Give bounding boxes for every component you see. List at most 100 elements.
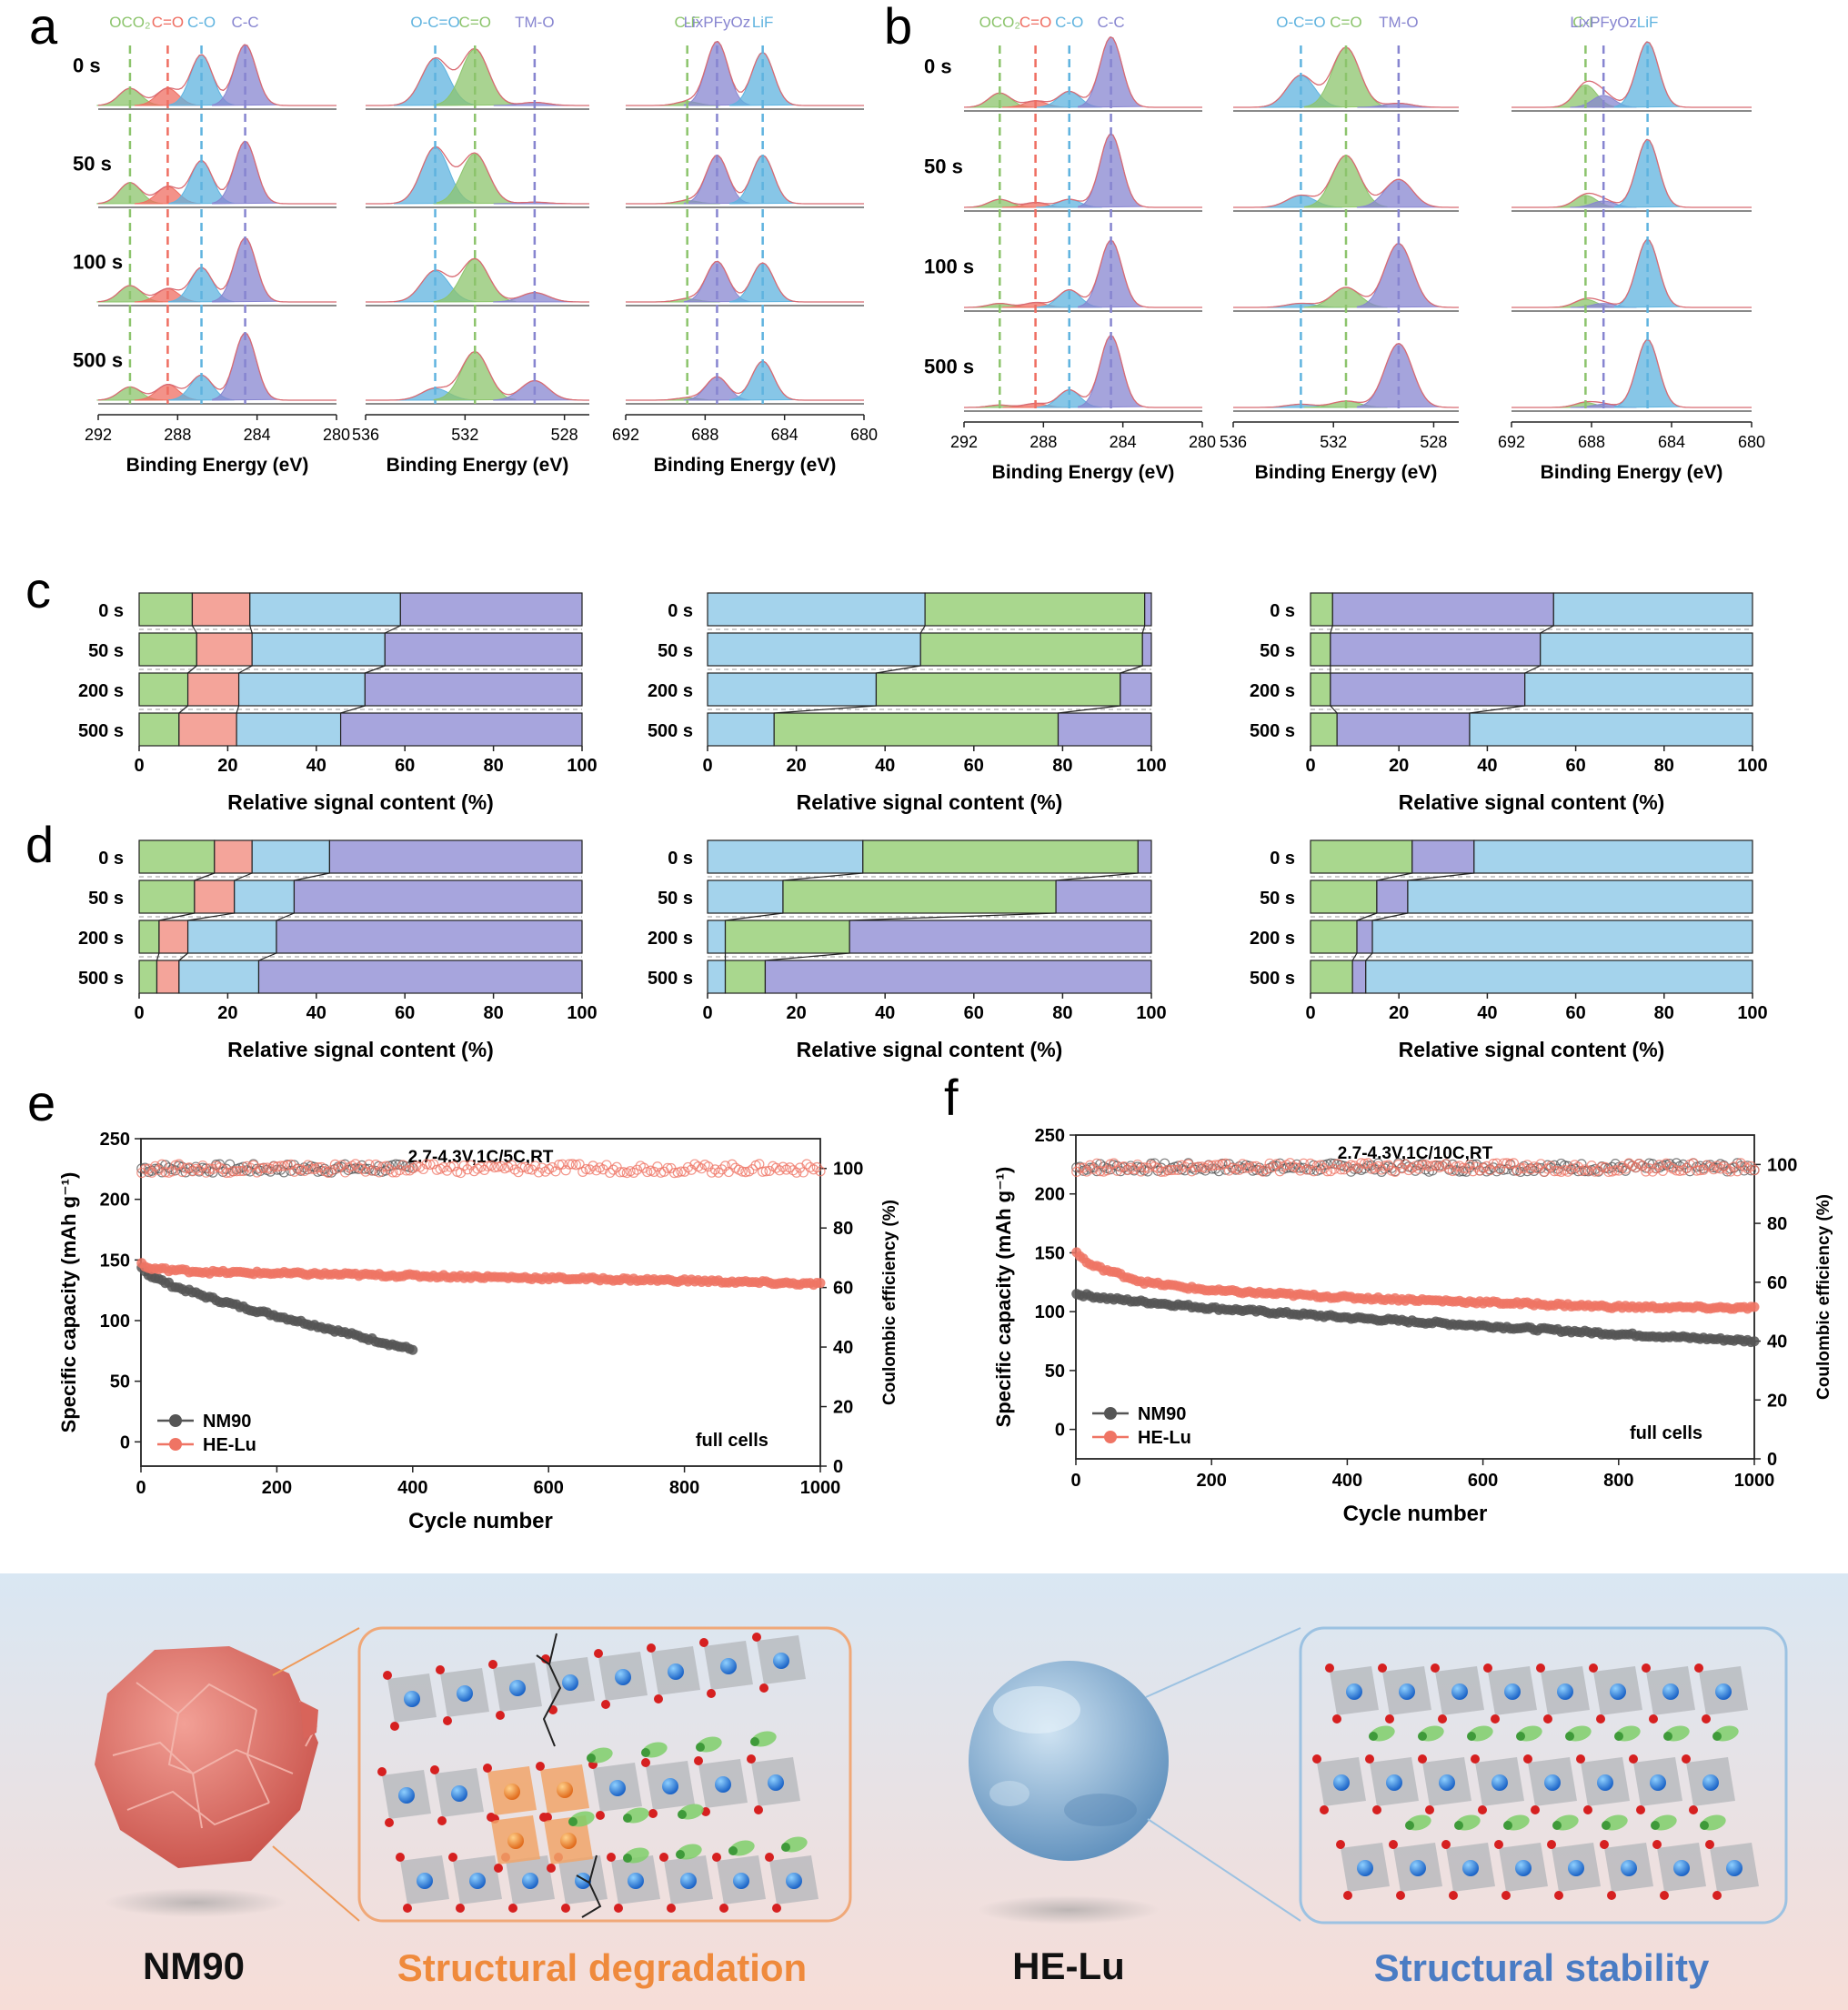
tm-layer-top (383, 1633, 806, 1731)
ce-point (421, 1159, 432, 1170)
bar-connector (1330, 625, 1333, 634)
oxygen-atom (641, 1758, 650, 1767)
bar-segment (364, 672, 583, 707)
lithium-ion-core (678, 1810, 687, 1819)
ce-point (740, 1167, 751, 1178)
ce-point (1457, 1162, 1469, 1173)
ce-point (326, 1165, 337, 1176)
bar-category-label: 0 s (1270, 601, 1295, 621)
oxygen-atom (647, 1643, 656, 1653)
ce-point (397, 1160, 408, 1171)
ce-point (1119, 1161, 1130, 1172)
oxygen-atom (596, 1811, 605, 1820)
bar-connector (178, 952, 188, 961)
spectrum-envelope (366, 350, 589, 401)
transition-metal-ion (1726, 1860, 1743, 1876)
transition-metal-ion (768, 1774, 784, 1791)
legend-marker-he-lu (1104, 1431, 1117, 1443)
ce-point (1372, 1161, 1383, 1171)
ce-point (706, 1167, 718, 1178)
bar-connector (187, 665, 197, 674)
x-tick-label: 60 (1565, 756, 1585, 776)
y-tick-label: 250 (100, 1130, 130, 1150)
x-tick-label: 0 (1305, 1003, 1315, 1023)
spectrum-envelope (964, 335, 1202, 408)
oxygen-atom (494, 1864, 503, 1873)
y-tick-label: 50 (110, 1372, 130, 1392)
ce-point (564, 1159, 575, 1170)
peak-label-lixpfyoz: LixPFyOz (1570, 14, 1637, 31)
oxygen-atom (1531, 1805, 1540, 1814)
oxygen-atom (1589, 1663, 1598, 1673)
ce-point (1193, 1161, 1204, 1172)
bar-connector (1540, 625, 1554, 634)
ce-point (1101, 1165, 1112, 1176)
lithium-ion-core (750, 1737, 759, 1746)
full-cells-note: full cells (1630, 1423, 1702, 1443)
ce-point (1491, 1158, 1502, 1169)
y2-tick-label: 100 (1767, 1155, 1797, 1175)
bar-segment (158, 920, 189, 954)
spectrum-envelope (626, 40, 864, 106)
ce-point (1643, 1163, 1655, 1174)
lithium-layer (587, 1731, 777, 1764)
oxygen-atom (1494, 1840, 1503, 1849)
ce-point (387, 1167, 398, 1178)
ce-point (757, 1166, 768, 1177)
x-tick-label: 0 (134, 756, 144, 776)
ce-point (286, 1165, 296, 1176)
bar-segment (707, 632, 921, 667)
bar-connector (1351, 952, 1358, 961)
bar-connector (365, 665, 386, 674)
ce-point (1071, 1162, 1082, 1173)
transition-metal-ion (522, 1873, 538, 1889)
row-label-100-s: 100 s (924, 256, 974, 278)
bar-group-2: 0 s 50 s 200 s 500 s 0 20 40 60 80 100 Relative si… (648, 839, 1167, 1061)
bar-segment (1552, 592, 1753, 627)
ce-point (278, 1161, 290, 1171)
oxygen-atom (1682, 1754, 1691, 1764)
oxygen-atom (1702, 1714, 1711, 1724)
row-label-50-s: 50 s (73, 152, 112, 175)
transition-metal-ion (1610, 1683, 1626, 1700)
lithium-ion-core (1614, 1732, 1623, 1741)
ce-point (1078, 1162, 1089, 1173)
oxygen-atom (594, 1649, 603, 1658)
x-tick-label: 0 (136, 1478, 146, 1498)
oxygen-atom (456, 1904, 465, 1913)
bar-segment (249, 592, 401, 627)
degradation-lattice-box (357, 1626, 852, 1923)
ce-point (727, 1159, 738, 1170)
x-tick-label: 60 (964, 1003, 984, 1023)
oxygen-atom (1396, 1891, 1405, 1900)
ce-point (1319, 1163, 1330, 1174)
panel-e-cycling: 0 200 400 600 800 100005010015020025002040608… (57, 1130, 899, 1533)
x-axis-label: Relative signal content (%) (227, 790, 494, 814)
bar-segment (707, 920, 727, 954)
bar-segment (875, 672, 1121, 707)
ce-point (709, 1164, 720, 1175)
bar-connector (919, 625, 926, 634)
transition-metal-ion (1346, 1683, 1362, 1700)
ce-point (584, 1164, 595, 1175)
peak-label-lif: LiF (752, 14, 774, 31)
legend-marker-he-lu (169, 1438, 182, 1451)
spectrum-envelope (97, 140, 336, 205)
ce-point (1315, 1160, 1326, 1171)
transition-metal-ion (720, 1658, 737, 1674)
row-label-500-s: 500 s (924, 356, 974, 378)
ce-point (150, 1161, 161, 1171)
oxygen-atom (754, 1805, 763, 1814)
lithium-layer (568, 1804, 704, 1827)
x-tick-label: 80 (1052, 1003, 1072, 1023)
bar-connector (276, 912, 295, 921)
migrated-ion (504, 1784, 520, 1800)
ce-point (438, 1161, 449, 1173)
ce-point (1362, 1158, 1373, 1169)
ce-point (1207, 1161, 1218, 1171)
bar-segment (384, 632, 583, 667)
bar-connector (849, 912, 1057, 921)
